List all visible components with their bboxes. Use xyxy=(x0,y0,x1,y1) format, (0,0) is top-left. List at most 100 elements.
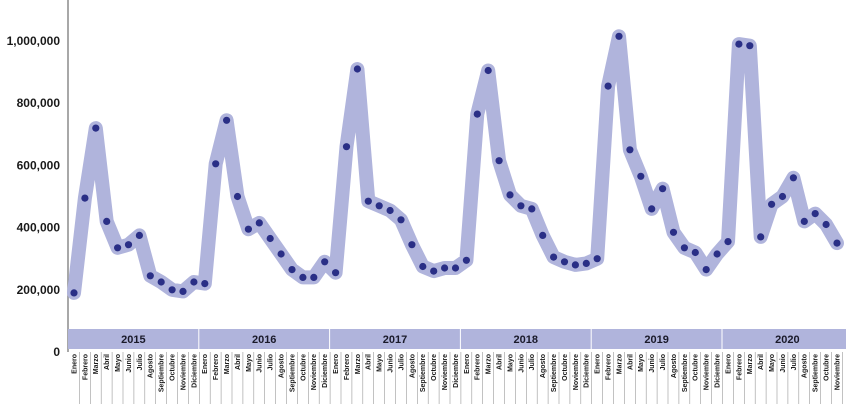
data-point xyxy=(92,124,100,132)
year-label: 2017 xyxy=(383,334,407,346)
month-label: Octubre xyxy=(170,354,177,381)
data-point xyxy=(757,233,765,241)
y-tick-label: 400,000 xyxy=(17,221,61,235)
month-label: Noviembre xyxy=(834,354,841,390)
month-label: Mayo xyxy=(769,354,776,372)
month-label: Enero xyxy=(333,354,340,374)
data-point xyxy=(539,231,547,239)
month-label: Febrero xyxy=(213,354,220,380)
data-point xyxy=(81,194,89,202)
data-point xyxy=(615,32,623,40)
data-point xyxy=(277,250,285,258)
month-label: Diciembre xyxy=(584,354,591,388)
month-label: Marzo xyxy=(93,354,100,374)
month-label: Febrero xyxy=(344,354,351,380)
data-point xyxy=(342,143,351,151)
data-point xyxy=(244,225,252,233)
data-point xyxy=(430,267,438,275)
month-label: Diciembre xyxy=(453,354,460,388)
month-label: Septiembre xyxy=(813,354,820,392)
month-label: Septiembre xyxy=(159,354,166,392)
month-label: Enero xyxy=(725,354,732,374)
month-label: Abril xyxy=(366,354,373,370)
month-label: Septiembre xyxy=(420,354,427,392)
month-label: Enero xyxy=(595,354,602,374)
month-label: Febrero xyxy=(475,354,482,380)
month-label: Febrero xyxy=(606,354,613,380)
month-label: Mayo xyxy=(115,354,122,372)
data-point xyxy=(353,65,361,73)
data-point xyxy=(212,160,220,168)
month-label: Agosto xyxy=(540,354,547,378)
year-bar xyxy=(68,329,846,349)
year-label: 2015 xyxy=(121,334,145,346)
month-label: Abril xyxy=(235,354,242,370)
data-point xyxy=(462,256,470,264)
month-label: Junio xyxy=(518,354,525,373)
month-label: Julio xyxy=(398,354,405,370)
year-label: 2016 xyxy=(252,334,276,346)
month-label: Mayo xyxy=(377,354,384,372)
month-label: Mayo xyxy=(507,354,514,372)
data-point xyxy=(135,231,143,239)
month-label: Noviembre xyxy=(311,354,318,390)
data-point xyxy=(179,287,187,295)
year-label: 2019 xyxy=(644,334,668,346)
data-point xyxy=(582,259,590,267)
month-label: Septiembre xyxy=(551,354,558,392)
y-tick-label: 200,000 xyxy=(17,283,61,297)
data-point xyxy=(604,82,612,90)
data-point xyxy=(560,258,569,266)
data-point xyxy=(223,116,231,124)
data-point xyxy=(310,273,318,281)
month-label: Julio xyxy=(660,354,667,370)
data-point xyxy=(768,200,776,208)
data-point xyxy=(659,185,667,193)
data-point xyxy=(190,278,198,286)
month-label: Junio xyxy=(780,354,787,373)
data-point xyxy=(451,264,460,272)
data-point xyxy=(680,244,689,252)
month-label: Abril xyxy=(497,354,504,370)
data-point xyxy=(789,174,798,182)
month-label: Noviembre xyxy=(704,354,711,390)
month-label: Marzo xyxy=(616,354,623,374)
data-point xyxy=(495,157,503,165)
data-point xyxy=(517,202,525,210)
data-point xyxy=(255,219,263,227)
month-label: Enero xyxy=(202,354,209,374)
month-label: Octubre xyxy=(431,354,438,381)
data-point xyxy=(735,40,743,48)
data-point xyxy=(114,244,122,252)
data-point xyxy=(473,110,481,118)
data-point xyxy=(746,42,754,50)
month-label: Marzo xyxy=(224,354,231,374)
data-point xyxy=(124,241,133,249)
data-point xyxy=(778,192,787,201)
data-point xyxy=(506,191,514,199)
y-tick-labels: 0 200,000 400,000 600,000 800,000 1,000,000 xyxy=(7,34,61,359)
y-tick-label: 1,000,000 xyxy=(7,34,61,48)
month-label: Enero xyxy=(71,354,78,374)
data-point xyxy=(386,206,394,215)
y-tick-label: 0 xyxy=(53,345,60,359)
month-label: Marzo xyxy=(355,354,362,374)
data-point xyxy=(168,286,176,294)
data-point xyxy=(375,202,383,210)
data-point xyxy=(811,210,819,218)
data-point xyxy=(332,269,340,277)
month-label: Septiembre xyxy=(289,354,296,392)
data-point xyxy=(70,289,78,297)
month-label: Abril xyxy=(758,354,765,370)
month-label: Mayo xyxy=(246,354,253,372)
data-point xyxy=(157,278,165,286)
month-label: Agosto xyxy=(279,354,286,378)
data-point xyxy=(103,217,111,225)
data-point xyxy=(419,262,427,271)
data-point xyxy=(201,280,209,288)
month-label: Junio xyxy=(388,354,395,373)
month-label: Diciembre xyxy=(191,354,198,388)
data-point xyxy=(702,266,710,274)
month-label: Octubre xyxy=(300,354,307,381)
